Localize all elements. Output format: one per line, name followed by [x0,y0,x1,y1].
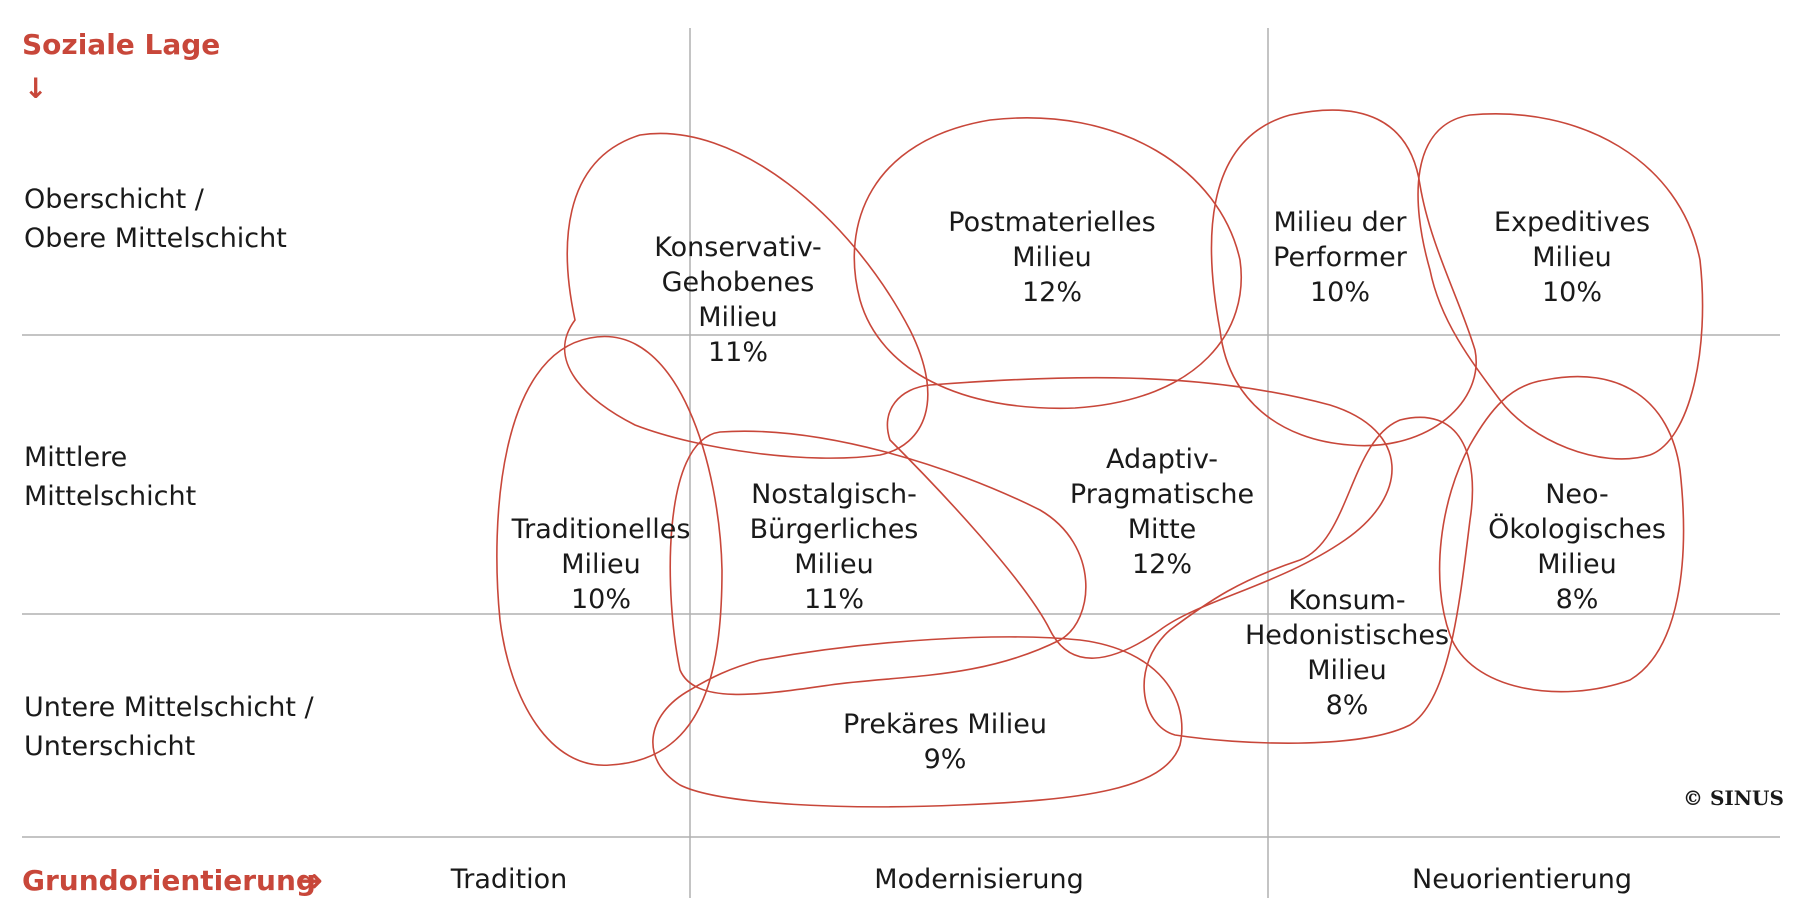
milieu-konsum-hedonistisches: Konsum- Hedonistisches Milieu 8% [1245,583,1449,723]
milieu-traditionelles-share: 10% [570,584,632,615]
milieu-konsum-hedonistisches-line3: Milieu [1307,655,1387,686]
row-label-middle-line1: Mittlere [24,442,128,473]
milieu-postmaterielles-share: 12% [1021,277,1082,308]
milieu-adaptiv-pragmatische-line3: Mitte [1127,514,1197,545]
milieu-performer-line1: Milieu der [1273,207,1407,238]
milieu-nostalgisch-buergerliches-share: 11% [803,584,864,615]
row-label-lower: Untere Mittelschicht / Unterschicht [24,688,314,766]
milieu-neo-oekologisches: Neo- Ökologisches Milieu 8% [1488,477,1666,617]
milieu-traditionelles-line2: Milieu [561,549,641,580]
outline-postmaterielles [853,117,1242,410]
outline-adaptiv-pragmatische [886,376,1393,659]
y-axis-title: Soziale Lage [22,28,221,61]
milieu-konservativ-gehobenes-line2: Gehobenes [661,267,815,298]
milieu-traditionelles: Traditionelles Milieu 10% [512,512,691,617]
milieu-konservativ-gehobenes: Konservativ- Gehobenes Milieu 11% [654,230,821,370]
row-label-upper: Oberschicht / Obere Mittelschicht [24,180,287,258]
milieu-nostalgisch-buergerliches-line1: Nostalgisch- [751,479,917,510]
milieu-prekaeres: Prekäres Milieu 9% [843,707,1047,777]
milieu-performer-line2: Performer [1273,242,1407,273]
milieu-konservativ-gehobenes-line3: Milieu [698,302,778,333]
milieu-prekaeres-share: 9% [923,744,967,775]
milieu-neo-oekologisches-line1: Neo- [1545,479,1609,510]
outline-konsum-hedonistisches [1143,416,1474,744]
y-axis-arrow-icon: ↓ [24,72,48,105]
row-label-middle-line2: Mittelschicht [24,481,197,512]
copyright: © SINUS [1683,786,1784,810]
outline-konservativ-gehobenes [563,132,929,459]
milieu-adaptiv-pragmatische-line1: Adaptiv- [1106,444,1218,475]
milieu-postmaterielles: Postmaterielles Milieu 12% [948,205,1155,310]
row-label-lower-line2: Unterschicht [24,731,196,762]
milieu-nostalgisch-buergerliches-line3: Milieu [794,549,874,580]
milieu-expeditives-line2: Milieu [1532,242,1612,273]
milieu-konsum-hedonistisches-line1: Konsum- [1288,585,1406,616]
outline-expeditives [1417,113,1704,460]
milieu-expeditives-line1: Expeditives [1493,207,1651,238]
row-label-lower-line1: Untere Mittelschicht / [24,692,314,723]
milieu-postmaterielles-line2: Milieu [1012,242,1092,273]
milieu-neo-oekologisches-line3: Milieu [1537,549,1617,580]
outline-traditionelles [496,335,723,766]
milieu-prekaeres-line1: Prekäres Milieu [843,709,1047,740]
column-label-tradition: Tradition [450,864,568,895]
milieu-postmaterielles-line1: Postmaterielles [948,207,1156,238]
milieu-konsum-hedonistisches-line2: Hedonistisches [1244,620,1450,651]
milieu-adaptiv-pragmatische: Adaptiv- Pragmatische Mitte 12% [1070,442,1254,582]
milieu-adaptiv-pragmatische-share: 12% [1131,549,1193,580]
grid-lines [22,28,1780,898]
outline-nostalgisch-buergerliches [669,430,1087,696]
outline-performer [1210,109,1477,447]
milieu-expeditives-share: 10% [1541,277,1602,308]
row-label-middle: Mittlere Mittelschicht [24,438,196,516]
x-axis-title: Grundorientierung [22,864,316,897]
milieu-performer: Milieu der Performer 10% [1273,205,1407,310]
milieu-nostalgisch-buergerliches: Nostalgisch- Bürgerliches Milieu 11% [750,477,919,617]
milieu-nostalgisch-buergerliches-line2: Bürgerliches [749,514,919,545]
milieu-konservativ-gehobenes-line1: Konservativ- [654,232,822,263]
milieu-traditionelles-line1: Traditionelles [511,514,691,545]
milieu-expeditives: Expeditives Milieu 10% [1494,205,1650,310]
column-label-modernisierung: Modernisierung [874,864,1084,895]
column-label-neuorientierung: Neuorientierung [1412,864,1632,895]
milieu-konsum-hedonistisches-share: 8% [1325,690,1369,721]
milieu-neo-oekologisches-line2: Ökologisches [1488,514,1666,545]
milieu-performer-share: 10% [1309,277,1371,308]
outline-prekaeres [652,636,1183,808]
row-label-upper-line1: Oberschicht / [24,184,204,215]
outline-neo-oekologisches [1438,375,1685,693]
milieu-neo-oekologisches-share: 8% [1555,584,1599,615]
row-label-upper-line2: Obere Mittelschicht [24,223,287,254]
x-axis-arrow-icon: ➜ [300,864,324,897]
milieu-konservativ-gehobenes-share: 11% [707,337,769,368]
milieu-adaptiv-pragmatische-line2: Pragmatische [1069,479,1255,510]
